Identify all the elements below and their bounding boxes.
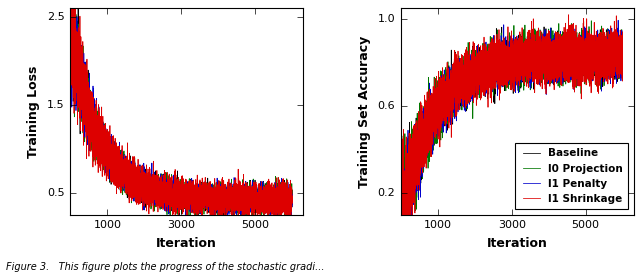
Y-axis label: Training Loss: Training Loss [27, 65, 40, 158]
Legend: Baseline, l0 Projection, l1 Penalty, l1 Shrinkage: Baseline, l0 Projection, l1 Penalty, l1 … [515, 143, 628, 209]
l1 Penalty [619, 41, 627, 44]
l0 Projection [449, 86, 456, 89]
l0 Projection [588, 19, 595, 23]
Line: Baseline: Baseline [401, 27, 623, 225]
l0 Projection [497, 60, 504, 63]
l1 Penalty [614, 19, 622, 22]
l1 Shrinkage [397, 224, 404, 227]
Y-axis label: Training Set Accuracy: Training Set Accuracy [358, 35, 371, 188]
l0 Projection [481, 89, 488, 92]
Baseline [497, 53, 504, 56]
l0 Projection [450, 87, 458, 90]
l1 Penalty [397, 224, 404, 227]
l0 Projection [397, 224, 404, 227]
Line: l1 Shrinkage: l1 Shrinkage [401, 15, 623, 225]
l1 Shrinkage [449, 89, 456, 92]
Baseline [540, 25, 548, 29]
Line: l0 Projection: l0 Projection [401, 21, 623, 225]
Baseline [481, 76, 488, 80]
Baseline [450, 91, 458, 94]
Baseline [451, 78, 459, 82]
l1 Shrinkage [619, 66, 627, 70]
l1 Penalty [450, 78, 458, 82]
l1 Penalty [451, 85, 458, 88]
Baseline [619, 55, 627, 59]
Line: l1 Penalty: l1 Penalty [401, 20, 623, 225]
l0 Projection [617, 61, 625, 64]
Baseline [397, 214, 404, 217]
X-axis label: Iteration: Iteration [487, 237, 548, 250]
l0 Projection [451, 79, 458, 82]
Baseline [617, 41, 625, 44]
l1 Shrinkage [451, 49, 458, 52]
l1 Shrinkage [617, 61, 625, 64]
l1 Shrinkage [450, 98, 458, 102]
Baseline [397, 224, 405, 227]
l1 Penalty [481, 58, 488, 61]
l1 Shrinkage [564, 13, 572, 16]
l1 Shrinkage [497, 92, 504, 95]
l1 Penalty [497, 66, 504, 69]
Text: Figure 3.   This figure plots the progress of the stochastic gradi...: Figure 3. This figure plots the progress… [6, 262, 325, 272]
Baseline [449, 106, 456, 109]
l0 Projection [619, 61, 627, 64]
X-axis label: Iteration: Iteration [156, 237, 217, 250]
l1 Penalty [449, 104, 456, 107]
l1 Penalty [617, 55, 625, 59]
l1 Shrinkage [481, 55, 488, 58]
